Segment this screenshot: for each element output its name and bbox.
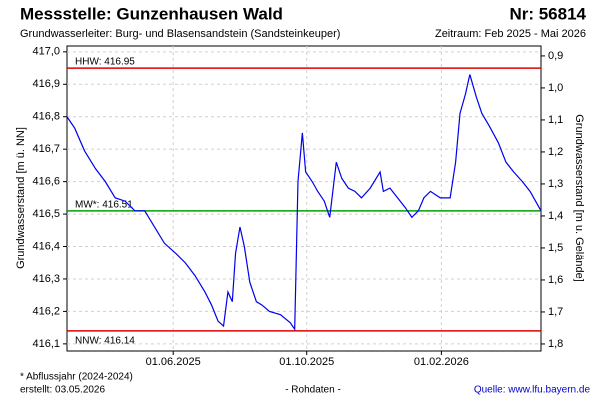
y2-tick-label: 1,0 [548,82,563,94]
subtitle: Grundwasserleiter: Burg- und Blasensands… [20,28,340,40]
data-note: - Rohdaten - [285,385,341,396]
plot-frame [66,45,542,352]
source-link[interactable]: Quelle: www.lfu.bayern.de [474,385,591,396]
y2-tick-label: 1,5 [548,242,563,254]
chart-title: Messstelle: Gunzenhausen Wald [20,4,283,23]
x-tick-label: 01.02.2026 [414,356,469,368]
x-tick-label: 01.10.2025 [279,356,334,368]
y2-tick-label: 1,3 [548,178,563,190]
y-tick-label: 416,9 [32,78,60,90]
y2-tick-label: 1,8 [548,338,563,350]
y-tick-label: 416,8 [32,111,60,123]
footnote: * Abflussjahr (2024-2024) [20,372,133,383]
y2-tick-label: 1,4 [548,210,563,222]
y-tick-label: 416,4 [32,240,60,252]
created-date: erstellt: 03.05.2026 [20,385,105,396]
y-tick-label: 416,6 [32,176,60,188]
reference-label: NNW: 416.14 [75,336,135,347]
y-tick-label: 416,3 [32,273,60,285]
y-tick-label: 416,5 [32,208,60,220]
station-number: Nr: 56814 [509,4,586,23]
y2-tick-label: 1,6 [548,274,563,286]
y-tick-label: 417,0 [32,46,60,58]
y2-tick-label: 0,9 [548,50,563,62]
period: Zeitraum: Feb 2025 - Mai 2026 [435,28,586,40]
reference-label: HHW: 416.95 [75,57,135,68]
y2-axis-label: Grundwasserstand [m u. Gelände] [573,114,585,282]
y-tick-label: 416,1 [32,338,60,350]
reference-label: MW*: 416.51 [75,199,133,210]
y2-tick-label: 1,2 [548,146,563,158]
x-tick-label: 01.06.2025 [146,356,201,368]
y-tick-label: 416,7 [32,143,60,155]
y-tick-label: 416,2 [32,305,60,317]
data-line [66,74,542,332]
y-axis-label: Grundwasserstand [m ü. NN] [15,127,27,269]
y2-tick-label: 1,1 [548,114,563,126]
y2-tick-label: 1,7 [548,306,563,318]
